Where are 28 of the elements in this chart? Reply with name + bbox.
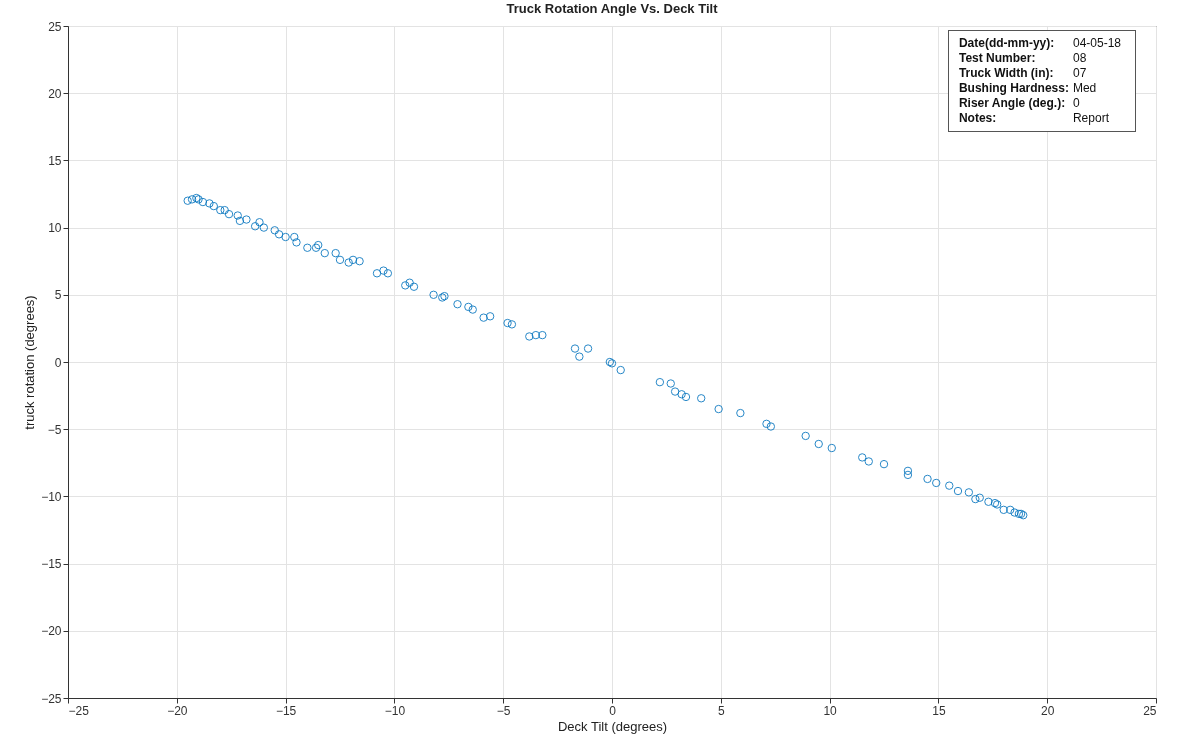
annotation: Bushing Hardness: Med [958,81,1098,96]
y-tick-label: 15 [48,153,62,168]
y-tick-label: 20 [48,86,62,101]
annotation: Riser Angle (deg.): 0 [958,96,1081,111]
y-tick-label: 5 [54,288,62,303]
y-tick-label: −25 [41,691,62,706]
y-tick-label: 0 [54,355,62,370]
y-tick-label: 25 [48,19,62,34]
x-tick-label: 15 [932,703,946,718]
y-axis-title: truck rotation (degrees) [22,295,38,430]
x-tick-label: 20 [1041,703,1055,718]
y-tick-label: −5 [47,422,62,437]
x-tick-label: −5 [496,703,511,718]
x-tick-label: 25 [1143,703,1157,718]
y-tick-label: −15 [41,557,62,572]
x-tick-label: −20 [167,703,188,718]
info-box: Date(dd-mm-yy): 04-05-18 Test Number: 08 Truck Width (in): 07 Bushing Hardness: Med Riser Angle (deg.): 0 Notes: Report [947,30,1136,132]
y-tick-label: −10 [41,489,62,504]
x-tick-label: 0 [609,703,617,718]
x-tick-label: −25 [68,703,90,718]
x-tick-label: 10 [823,703,838,718]
x-axis-title: Deck Tilt (degrees) [557,718,668,734]
y-tick-label: −20 [41,624,62,639]
chart-title: Truck Rotation Angle Vs. Deck Tilt [506,1,719,16]
x-tick-label: −10 [384,703,406,718]
x-tick-label: 5 [717,703,725,718]
x-tick-label: −15 [275,703,297,718]
y-tick-label: 10 [48,221,62,236]
